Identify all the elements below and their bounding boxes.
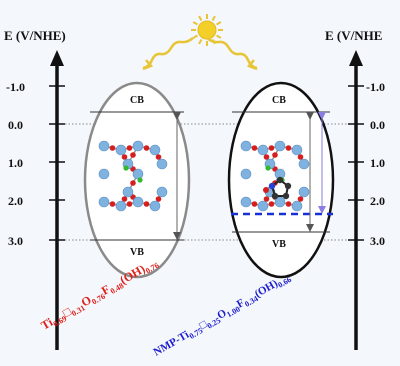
nmp-atom [276, 176, 284, 184]
oxygen-atom [143, 201, 150, 207]
right-ticks [348, 85, 364, 241]
left-axis-title: E (V/NHE) [4, 28, 66, 43]
titanium-atom [156, 158, 168, 170]
oxygen-atom [297, 196, 304, 202]
titanium-atom [98, 168, 110, 180]
sun-ray [216, 21, 222, 26]
right-tick-label: 3.0 [370, 234, 385, 248]
left-cb-label: CB [130, 95, 144, 106]
left-tick-label: -1.0 [6, 80, 25, 94]
oxygen-atom [130, 180, 136, 186]
oxygen-atom [297, 154, 304, 160]
oxygen-atom [251, 201, 258, 207]
left-axis [50, 50, 64, 350]
sun-ray [216, 34, 222, 39]
oxygen-atom [121, 196, 128, 202]
crystal-structure-right [240, 140, 310, 212]
left-tick-label: 0.0 [8, 118, 23, 132]
oxygen-atom [126, 145, 133, 151]
oxygen-atom [155, 154, 162, 160]
titanium-atom [156, 186, 168, 198]
left-ticks [49, 85, 65, 241]
fluorine-atom [137, 177, 143, 183]
oxygen-atom [263, 196, 270, 202]
light-ray-left-tip [142, 59, 154, 71]
titanium-atom [257, 144, 269, 156]
nmp-atom [268, 182, 276, 190]
left-vb-label: VB [130, 247, 144, 258]
light-ray-left [142, 37, 194, 70]
titanium-atom [298, 158, 310, 170]
right-tick-label: 0.0 [370, 118, 385, 132]
left-material-ellipse: CB VB [83, 81, 191, 279]
titanium-atom [240, 168, 252, 180]
right-vb-label: VB [272, 239, 286, 250]
titanium-atom [149, 200, 161, 212]
left-tick-label: 2.0 [8, 194, 23, 208]
left-tick-label: 3.0 [8, 234, 23, 248]
nmp-oxygen-atom [263, 187, 269, 193]
oxygen-atom [143, 145, 150, 151]
right-axis [349, 50, 363, 350]
left-tick-label: 1.0 [8, 156, 23, 170]
right-tick-label: 1.0 [370, 156, 385, 170]
right-cb-label: CB [272, 95, 286, 106]
titanium-atom [132, 168, 144, 180]
oxygen-atom [285, 201, 292, 207]
sun-ray [192, 34, 198, 39]
titanium-atom [115, 144, 127, 156]
titanium-atom [240, 140, 252, 152]
right-axis-title: E (V/NHE [325, 28, 382, 43]
titanium-atom [115, 200, 127, 212]
titanium-atom [240, 196, 252, 208]
light-ray-right-tip [246, 59, 258, 71]
right-tick-label: 2.0 [370, 194, 385, 208]
nmp-molecule [263, 176, 292, 200]
oxygen-atom [155, 196, 162, 202]
right-tick-label: -1.0 [366, 80, 385, 94]
titanium-atom [122, 186, 134, 198]
nmp-atom [271, 192, 279, 200]
titanium-atom [98, 196, 110, 208]
oxygen-atom [272, 152, 278, 158]
sun-ray [198, 15, 203, 21]
crystal-structure-left [98, 140, 168, 212]
titanium-atom [291, 200, 303, 212]
oxygen-atom [109, 145, 116, 151]
oxygen-atom [130, 152, 136, 158]
light-ray-right [206, 37, 258, 70]
titanium-atom [98, 140, 110, 152]
titanium-atom [274, 140, 286, 152]
titanium-atom [149, 144, 161, 156]
nmp-atom [284, 182, 292, 190]
sun-ray [192, 21, 198, 26]
oxygen-atom [126, 201, 133, 207]
oxygen-atom [268, 201, 275, 207]
nmp-atom [282, 192, 290, 200]
oxygen-atom [285, 145, 292, 151]
oxygen-atom [121, 154, 128, 160]
sun-ray [211, 15, 216, 21]
oxygen-atom [251, 145, 258, 151]
oxygen-atom [109, 201, 116, 207]
right-formula-label: NMP-Ti0.75□0.25O1.00F0.34(OH)0.66 [152, 271, 294, 361]
titanium-atom [298, 186, 310, 198]
sun-ray [198, 39, 203, 45]
titanium-atom [291, 144, 303, 156]
oxygen-atom [268, 145, 275, 151]
titanium-atom [132, 140, 144, 152]
oxygen-atom [263, 154, 270, 160]
fluorine-atom [123, 165, 129, 171]
titanium-atom [132, 196, 144, 208]
titanium-atom [257, 200, 269, 212]
fluorine-atom [265, 165, 271, 171]
